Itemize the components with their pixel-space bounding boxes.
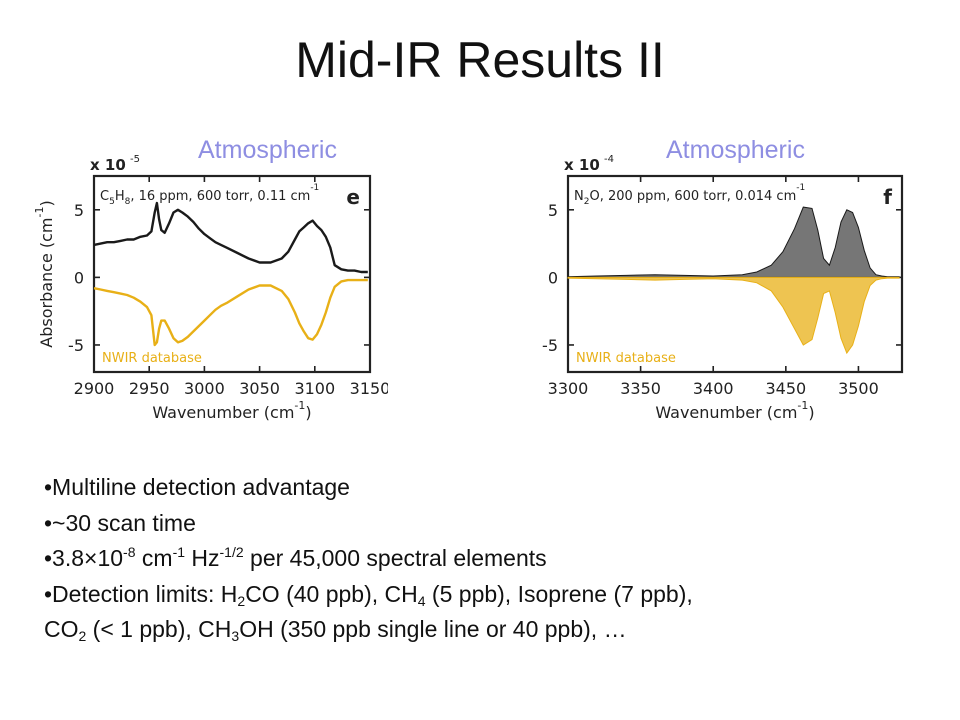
bullet-text-segment: 3 [231,628,240,644]
panel-letter: e [346,185,360,209]
series-database [93,278,368,347]
x-tick-label: 3100 [294,379,335,398]
x-tick-label: 2900 [74,379,115,398]
bullet-text-segment: per 45,000 spectral elements [243,545,547,571]
bullet-text-segment: OH (350 ppb single line or 40 ppb), … [239,616,627,642]
x-tick-label: 3350 [620,379,661,398]
panel-annotation: N2O, 200 ppm, 600 torr, 0.014 cm-1 [574,183,805,207]
bullet-text-segment: CO (40 ppb), CH [245,580,418,607]
bullet-text-segment: CO [44,616,79,642]
axis-exponent-power: -4 [604,154,614,165]
x-tick-label: 3450 [765,379,806,398]
x-tick-label: 3500 [838,379,879,398]
y-tick-label: -5 [68,336,84,355]
bullet-text-segment: •3.8×10 [44,545,124,571]
bullet-text-segment: -1/2 [219,544,244,560]
bullet-item: CO2 (< 1 ppb), CH3OH (350 ppb single lin… [44,612,944,648]
database-label: NWIR database [102,351,202,366]
y-tick-label: 5 [548,201,558,220]
bullet-item: •3.8×10-8 cm-1 Hz-1/2 per 45,000 spectra… [44,541,944,577]
axis-exponent-label: x 10 [564,156,600,174]
overlay-label-left: Atmospheric [198,136,337,164]
y-tick-label: -5 [542,336,558,355]
bullet-item: •Detection limits: H2CO (40 ppb), CH4 (5… [44,577,944,613]
series-measured [567,206,900,278]
slide-title: Mid-IR Results II [295,32,665,88]
bullet-item: •~30 scan time [44,509,196,536]
chart-panel-e: 2900 2950 3000 3050 3100 3150 -5 0 5 x 10 -5 C5H8, … [33,154,388,422]
bullet-text-segment: 2 [237,592,246,609]
x-tick-label: 2950 [129,379,170,398]
chart-panel-f: 3300 3350 3400 3450 3500 -5 0 5 x 10 -4 N2O, 200 p… [542,154,904,422]
axis-exponent-power: -5 [130,154,140,165]
bullet-list: •Multiline detection advantage •~30 scan … [44,470,944,648]
plot-frame [92,174,372,374]
x-axis-label: Wavenumber (cm-1) [655,399,814,422]
x-tick-label: 3300 [548,379,589,398]
panel-annotation: C5H8, 16 ppm, 600 torr, 0.11 cm-1 [100,183,319,207]
database-label: NWIR database [576,351,676,366]
x-tick-label: 3150 [350,379,388,398]
series-database [567,276,900,355]
bullet-text-segment: (< 1 ppb), CH [86,616,232,642]
bullet-text-segment: Hz [185,545,220,571]
x-axis-label: Wavenumber (cm-1) [152,399,311,422]
series-measured [93,201,368,274]
x-tick-label: 3050 [239,379,280,398]
bullet-text-segment: -8 [123,544,136,560]
y-tick-label: 0 [548,268,558,287]
bullet-text-segment: 2 [78,628,87,644]
x-tick-label: 3400 [693,379,734,398]
axis-exponent-label: x 10 [90,156,126,174]
overlay-label-right: Atmospheric [666,136,805,164]
bullet-item: •Multiline detection advantage [44,474,350,500]
bullet-text-segment: •Detection limits: H [44,580,238,607]
y-tick-label: 0 [74,268,84,287]
panel-letter: f [883,185,892,209]
y-axis-label: Absorbance (cm-1) [33,200,56,347]
plot-frame [566,174,904,374]
bullet-text-segment: 4 [417,592,426,609]
x-tick-label: 3000 [184,379,225,398]
bullet-text-segment: -1 [172,544,186,560]
y-tick-label: 5 [74,201,84,220]
bullet-text-segment: (5 ppb), Isoprene (7 ppb), [425,580,693,607]
bullet-text-segment: cm [135,545,173,571]
